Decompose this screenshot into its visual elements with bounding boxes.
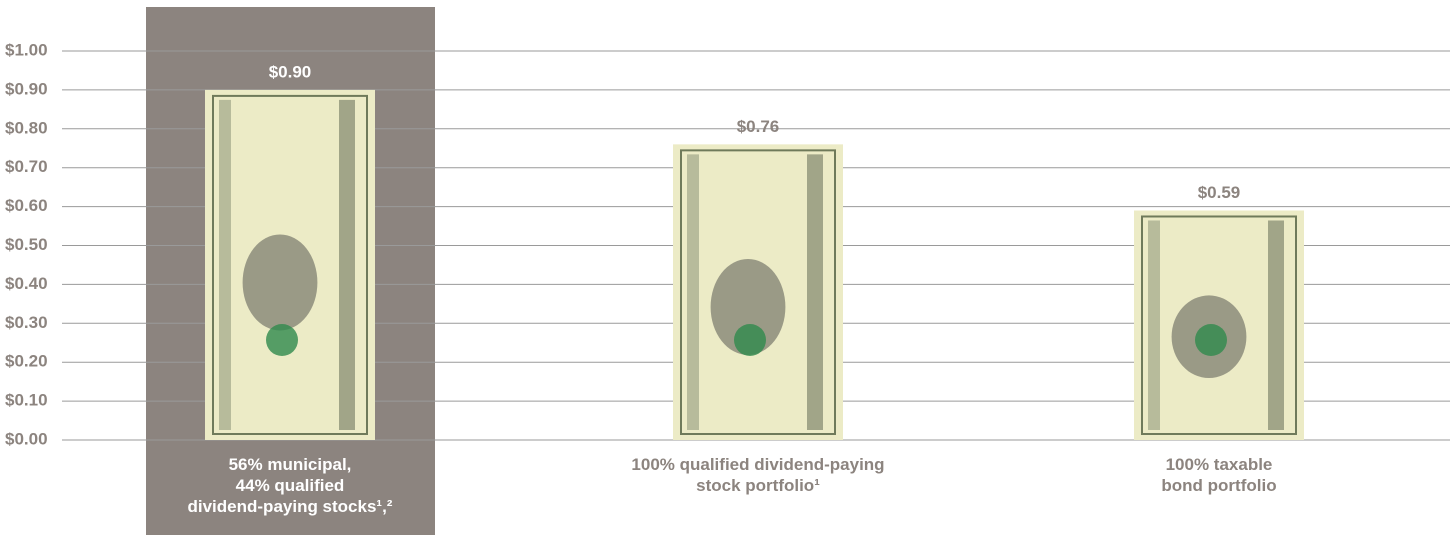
bill-decoration [1141,215,1297,435]
y-tick-label: $0.70 [5,157,48,176]
bill-decoration [212,94,368,436]
bill-border [212,94,368,436]
bill-stripe [339,99,355,431]
bill-stripe [1148,220,1160,430]
bill-seal [266,324,298,356]
bill-stripe [807,154,823,431]
y-tick-label: $0.60 [5,196,48,215]
y-tick-label: $0.40 [5,274,48,293]
x-tick-label: 100% taxable bond portfolio [1161,455,1277,495]
bill-stripe [1268,220,1284,430]
bill-seal [1195,324,1227,356]
y-tick-label: $0.80 [5,118,48,137]
bill-stripe [687,154,699,431]
y-tick-label: $0.00 [5,429,48,448]
value-label: $0.90 [269,62,312,81]
y-tick-label: $0.10 [5,391,48,410]
y-tick-label: $1.00 [5,40,48,59]
bill-decoration [680,149,836,436]
y-tick-label: $0.20 [5,352,48,371]
y-tick-label: $0.50 [5,235,48,254]
value-label: $0.59 [1198,183,1241,202]
bill-border [1141,215,1297,435]
x-tick-label: 56% municipal, 44% qualified dividend-pa… [187,455,393,516]
bill-stripe [219,99,231,431]
bill-border [680,149,836,436]
bill-portrait [710,258,786,355]
bill-seal [734,324,766,356]
x-tick-label: 100% qualified dividend-paying stock por… [631,455,885,495]
bill-portrait [242,234,318,331]
value-label: $0.76 [737,117,780,136]
y-tick-label: $0.90 [5,79,48,98]
y-tick-label: $0.30 [5,313,48,332]
